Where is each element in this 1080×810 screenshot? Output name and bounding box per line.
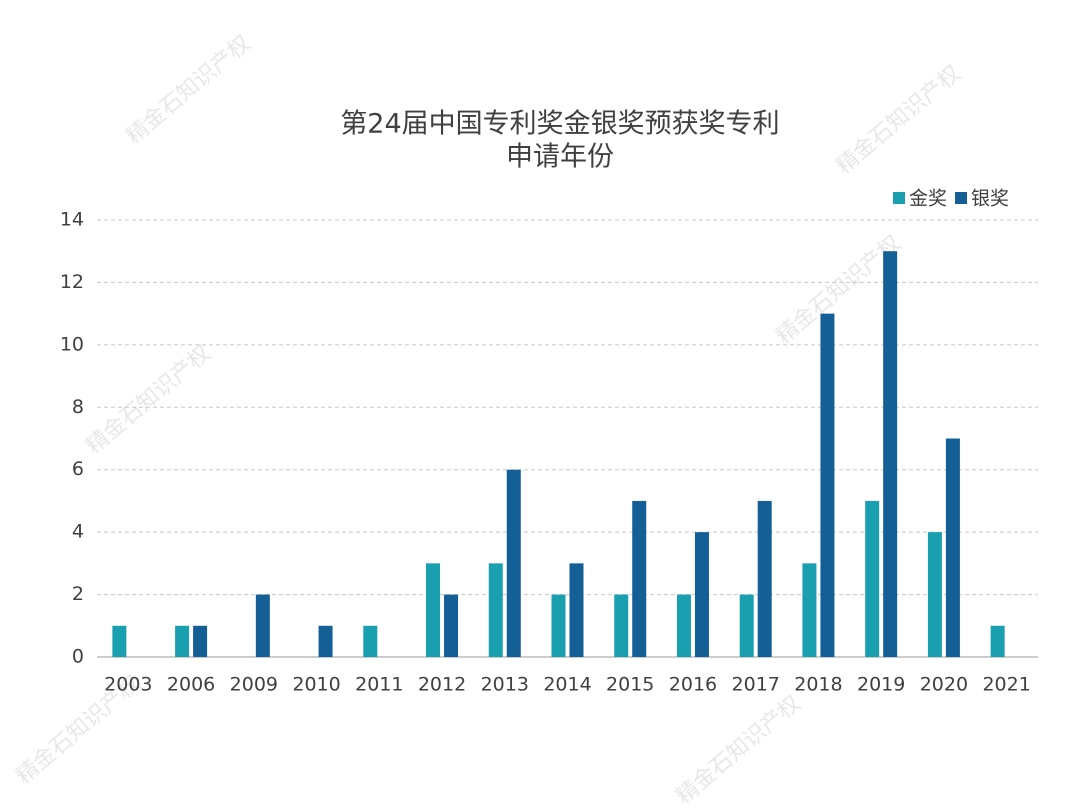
y-tick-label: 0	[72, 646, 84, 668]
x-tick-label: 2021	[982, 674, 1030, 696]
x-tick-label: 2014	[543, 674, 591, 696]
watermark: 精金石知识产权	[832, 61, 966, 179]
bar	[883, 251, 898, 657]
watermark: 精金石知识产权	[122, 31, 256, 149]
bar	[255, 594, 270, 657]
y-tick-label: 10	[60, 333, 84, 355]
y-tick-label: 14	[60, 209, 84, 231]
watermark: 精金石知识产权	[672, 691, 806, 809]
x-tick-label: 2020	[920, 674, 968, 696]
x-tick-label: 2012	[418, 674, 466, 696]
bar	[739, 594, 754, 657]
legend-label: 银奖	[971, 188, 1009, 210]
bar	[990, 625, 1005, 657]
bar	[444, 594, 459, 657]
x-tick-label: 2013	[481, 674, 529, 696]
x-tick-label: 2006	[167, 674, 215, 696]
bar	[112, 625, 127, 657]
y-tick-label: 12	[60, 271, 84, 293]
bar	[694, 532, 709, 657]
y-tick-label: 8	[72, 396, 84, 418]
x-tick-label: 2015	[606, 674, 654, 696]
bar	[506, 469, 521, 657]
bar	[927, 532, 942, 657]
legend-label: 金奖	[909, 188, 947, 210]
bar	[363, 625, 378, 657]
bar	[569, 563, 584, 657]
x-tick-label: 2017	[732, 674, 780, 696]
x-tick-label: 2011	[355, 674, 403, 696]
x-tick-label: 2003	[104, 674, 152, 696]
y-tick-label: 2	[72, 583, 84, 605]
bar	[865, 500, 880, 657]
x-tick-label: 2016	[669, 674, 717, 696]
y-tick-label: 4	[72, 521, 84, 543]
chart-title: 第24届中国专利奖金银奖预获奖专利	[340, 109, 779, 140]
bar	[802, 563, 817, 657]
bar	[820, 313, 835, 657]
chart-title: 申请年份	[506, 142, 614, 173]
bar	[632, 500, 647, 657]
bar	[175, 625, 190, 657]
legend-swatch	[955, 192, 968, 204]
y-tick-label: 6	[72, 458, 84, 480]
bar	[426, 563, 441, 657]
x-tick-label: 2010	[292, 674, 340, 696]
x-tick-label: 2009	[230, 674, 278, 696]
x-tick-label: 2018	[794, 674, 842, 696]
bar	[757, 500, 772, 657]
bar	[676, 594, 691, 657]
bar	[945, 438, 960, 657]
x-tick-label: 2019	[857, 674, 905, 696]
bar	[614, 594, 629, 657]
legend-swatch	[893, 192, 905, 204]
bar	[488, 563, 503, 657]
bar	[551, 594, 566, 657]
bar	[318, 625, 333, 657]
bar	[193, 625, 208, 657]
watermark: 精金石知识产权	[82, 341, 216, 459]
